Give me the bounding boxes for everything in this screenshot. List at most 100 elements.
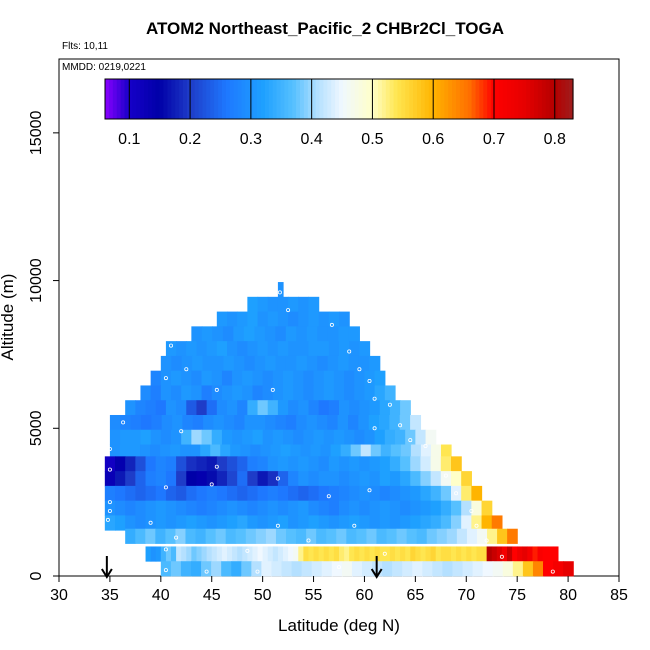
- colorbar-segment: [397, 79, 402, 119]
- heatmap-cell: [316, 414, 328, 431]
- heatmap-cell: [308, 500, 320, 516]
- heatmap-cell: [160, 355, 172, 372]
- heatmap-cell: [257, 471, 269, 487]
- heatmap-cell: [374, 546, 381, 562]
- colorbar-segment: [409, 79, 414, 119]
- heatmap-cell: [181, 370, 192, 386]
- x-tick-label: 40: [152, 587, 170, 604]
- heatmap-cell: [216, 500, 228, 516]
- heatmap-cell: [349, 341, 360, 357]
- sample-point: [372, 426, 377, 431]
- heatmap-cell: [275, 414, 287, 431]
- heatmap-cell: [412, 561, 423, 577]
- sample-point: [367, 378, 372, 383]
- heatmap-cell: [316, 528, 327, 544]
- colorbar-segment: [190, 79, 196, 119]
- heatmap-cell: [502, 561, 514, 577]
- heatmap-cell: [327, 326, 339, 342]
- heatmap-cell: [308, 296, 320, 312]
- heatmap-cell: [233, 326, 245, 342]
- heatmap-cell: [203, 414, 215, 431]
- heatmap-cell: [374, 429, 386, 445]
- heatmap-cell: [281, 561, 293, 577]
- heatmap-cell: [384, 546, 391, 562]
- heatmap-cell: [221, 385, 233, 401]
- heatmap-cell: [196, 471, 208, 487]
- heatmap-cell: [481, 500, 493, 516]
- sample-point: [423, 443, 428, 448]
- y-tick-label: 5000: [28, 410, 45, 446]
- heatmap-cell: [221, 429, 233, 445]
- heatmap-cell: [542, 546, 549, 562]
- heatmap-cell: [293, 546, 299, 562]
- heatmap-cell: [191, 429, 203, 445]
- heatmap-cell: [277, 485, 289, 502]
- heatmap-cell: [175, 528, 187, 544]
- heatmap-cell: [364, 385, 376, 401]
- heatmap-cell: [155, 471, 167, 487]
- heatmap-cell: [354, 546, 360, 562]
- heatmap-cell: [552, 546, 559, 562]
- sample-point: [275, 476, 280, 481]
- colorbar-segment: [569, 79, 574, 119]
- heatmap-cell: [369, 471, 381, 487]
- heatmap-cell: [247, 400, 259, 416]
- heatmap-cell: [150, 370, 162, 386]
- heatmap-cell: [119, 444, 131, 460]
- heatmap-cell: [501, 546, 508, 562]
- heatmap-cell: [257, 311, 269, 327]
- heatmap-cell: [241, 561, 252, 577]
- sample-point: [255, 569, 260, 574]
- colorbar-segment: [249, 79, 254, 119]
- heatmap-cell: [512, 546, 518, 562]
- heatmap-cell: [323, 385, 335, 401]
- heatmap-cell: [354, 385, 366, 401]
- heatmap-cell: [379, 546, 386, 562]
- sample-point: [121, 420, 126, 425]
- heatmap-cell: [288, 485, 299, 502]
- heatmap-cell: [339, 311, 350, 327]
- heatmap-cell: [277, 400, 289, 416]
- colorbar-segment: [483, 79, 488, 119]
- heatmap-cell: [211, 429, 223, 445]
- heatmap-cell: [135, 456, 147, 472]
- flight-arrows: [101, 556, 383, 579]
- sample-point: [367, 488, 372, 493]
- heatmap-cell: [359, 515, 371, 531]
- heatmap-cell: [298, 341, 310, 357]
- heatmap-cell: [400, 444, 412, 460]
- heatmap-cell: [379, 414, 390, 431]
- colorbar-segment: [186, 79, 192, 119]
- colorbar-segment: [545, 79, 551, 119]
- heatmap-cell: [233, 355, 245, 372]
- colorbar-segment: [163, 79, 168, 119]
- heatmap-cell: [366, 528, 378, 544]
- heatmap-cell: [237, 311, 248, 327]
- heatmap-cell: [201, 429, 213, 445]
- colorbar-segment: [346, 79, 352, 119]
- colorbar-segment: [214, 79, 219, 119]
- heatmap-cell: [288, 341, 299, 357]
- heatmap-cell: [220, 444, 231, 460]
- colorbar-tick-label: 0.4: [301, 131, 323, 148]
- heatmap-cell: [472, 561, 484, 577]
- heatmap-cell: [265, 414, 277, 431]
- heatmap-cell: [487, 528, 498, 544]
- heatmap-cell: [252, 546, 259, 562]
- heatmap-cell: [293, 370, 304, 386]
- heatmap-cell: [181, 385, 192, 401]
- sample-point: [148, 520, 153, 525]
- heatmap-cell: [379, 500, 391, 516]
- heatmap-cell: [382, 561, 393, 577]
- heatmap-cell: [547, 546, 554, 562]
- colorbar-segment: [319, 79, 324, 119]
- heatmap-cell: [313, 429, 325, 445]
- heatmap-cell: [422, 561, 433, 577]
- heatmap-cell: [430, 485, 442, 502]
- heatmap-cell: [430, 515, 442, 531]
- colorbar-segment: [257, 79, 262, 119]
- heatmap-cell: [296, 355, 308, 372]
- heatmap-cell: [130, 414, 142, 431]
- heatmap-cell: [125, 515, 136, 531]
- heatmap-cell: [196, 456, 208, 472]
